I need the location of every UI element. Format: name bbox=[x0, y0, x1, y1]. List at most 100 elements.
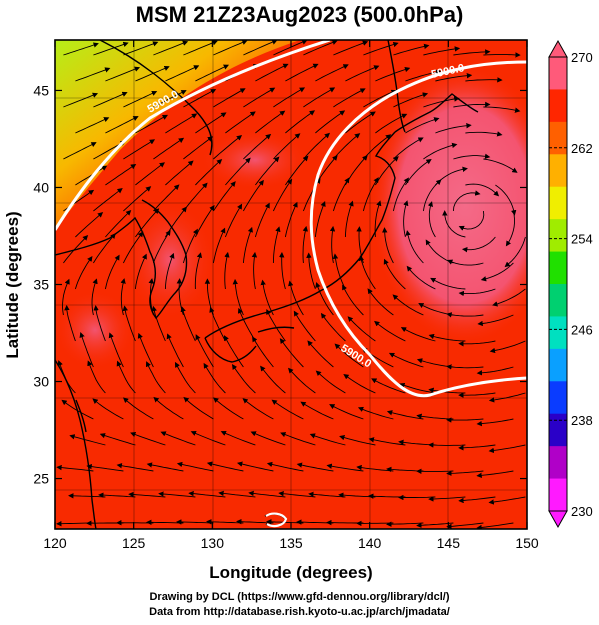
streamline bbox=[458, 392, 496, 398]
streamline bbox=[422, 179, 442, 212]
streamline bbox=[446, 364, 484, 370]
streamline bbox=[285, 63, 319, 82]
x-tick-label: 125 bbox=[122, 535, 146, 551]
streamline bbox=[123, 139, 156, 160]
streamline bbox=[105, 163, 137, 186]
height-contour-5900 bbox=[55, 40, 527, 528]
streamline bbox=[87, 360, 106, 394]
streamline bbox=[105, 210, 132, 238]
streamline bbox=[153, 90, 187, 108]
streamline bbox=[428, 496, 466, 502]
x-tick-label: 135 bbox=[279, 535, 303, 551]
streamline bbox=[405, 69, 442, 82]
streamline bbox=[453, 49, 491, 56]
streamline bbox=[116, 360, 136, 394]
streamline bbox=[288, 280, 304, 316]
streamline bbox=[307, 340, 334, 368]
colorbar-max-triangle bbox=[548, 39, 568, 58]
streamline bbox=[383, 258, 406, 290]
streamlines bbox=[56, 40, 526, 529]
streamline bbox=[272, 226, 281, 264]
streamline bbox=[302, 225, 308, 264]
streamline bbox=[406, 265, 436, 290]
streamline bbox=[122, 397, 154, 420]
streamline bbox=[213, 40, 248, 56]
streamline bbox=[183, 89, 217, 108]
streamline bbox=[315, 110, 346, 134]
streamline bbox=[320, 312, 346, 342]
colorbar-tick-label: 230 bbox=[571, 504, 593, 519]
sakhalin-coast bbox=[387, 40, 406, 133]
streamline bbox=[488, 392, 526, 403]
streamline bbox=[63, 92, 99, 108]
streamline bbox=[130, 432, 166, 446]
streamline bbox=[116, 463, 154, 472]
streamline bbox=[345, 65, 380, 82]
streamline bbox=[334, 343, 364, 368]
streamline bbox=[452, 190, 481, 212]
streamline bbox=[183, 40, 218, 56]
streamline bbox=[195, 112, 227, 134]
streamline bbox=[92, 398, 124, 420]
plot-title: MSM 21Z23Aug2023 (500.0hPa) bbox=[135, 2, 464, 27]
streamline bbox=[423, 96, 460, 108]
streamline bbox=[135, 114, 168, 134]
streamline bbox=[203, 362, 226, 394]
streamline bbox=[392, 177, 409, 212]
streamline bbox=[315, 370, 346, 394]
streamline bbox=[492, 288, 526, 307]
streamline bbox=[483, 52, 521, 58]
y-axis: 25 30 35 40 45 bbox=[33, 82, 527, 487]
streamline bbox=[333, 133, 361, 160]
streamline bbox=[405, 230, 424, 264]
colorbar-segment bbox=[549, 186, 567, 220]
streamline bbox=[183, 182, 208, 212]
streamline bbox=[213, 88, 246, 108]
streamline bbox=[195, 64, 230, 82]
streamline bbox=[195, 334, 214, 368]
streamline bbox=[345, 111, 376, 134]
warm-patch-korea bbox=[125, 200, 215, 320]
streamline bbox=[266, 308, 286, 342]
streamline bbox=[266, 461, 304, 472]
streamline bbox=[93, 187, 123, 212]
streamline bbox=[176, 461, 214, 472]
streamline bbox=[357, 406, 394, 420]
streamline bbox=[145, 361, 166, 394]
streamline bbox=[105, 66, 141, 82]
streamline bbox=[61, 399, 94, 420]
streamline bbox=[393, 43, 430, 56]
streamline bbox=[152, 229, 171, 264]
streamline bbox=[300, 401, 334, 420]
map-field: 5900.0 5900.0 5900.0 bbox=[55, 40, 527, 529]
streamline bbox=[447, 259, 484, 266]
streamline bbox=[166, 333, 184, 368]
x-tick-label: 150 bbox=[515, 535, 539, 551]
streamline bbox=[476, 366, 514, 376]
streamline bbox=[165, 160, 194, 186]
streamline bbox=[242, 398, 274, 420]
streamline bbox=[393, 92, 429, 108]
streamline bbox=[453, 153, 491, 160]
streamline bbox=[428, 333, 466, 342]
colorbar-segment bbox=[549, 121, 567, 155]
colorbar-frame bbox=[548, 56, 568, 512]
streamline bbox=[135, 162, 165, 186]
streamline bbox=[74, 255, 93, 290]
streamline bbox=[273, 40, 308, 56]
china-coast bbox=[55, 359, 97, 529]
streamline bbox=[427, 201, 436, 238]
streamline bbox=[435, 73, 473, 82]
streamline bbox=[446, 522, 484, 529]
colorbar-segment bbox=[549, 348, 567, 382]
streamline bbox=[250, 431, 286, 446]
streamline bbox=[271, 399, 304, 420]
streamline bbox=[165, 65, 200, 82]
streamline bbox=[243, 133, 272, 160]
streamline bbox=[151, 305, 166, 342]
x-axis: 120 125 130 135 140 145 150 bbox=[43, 40, 539, 551]
streamline bbox=[120, 278, 126, 316]
streamline bbox=[392, 294, 424, 316]
y-tick-label: 40 bbox=[33, 179, 49, 195]
streamline bbox=[224, 251, 230, 290]
